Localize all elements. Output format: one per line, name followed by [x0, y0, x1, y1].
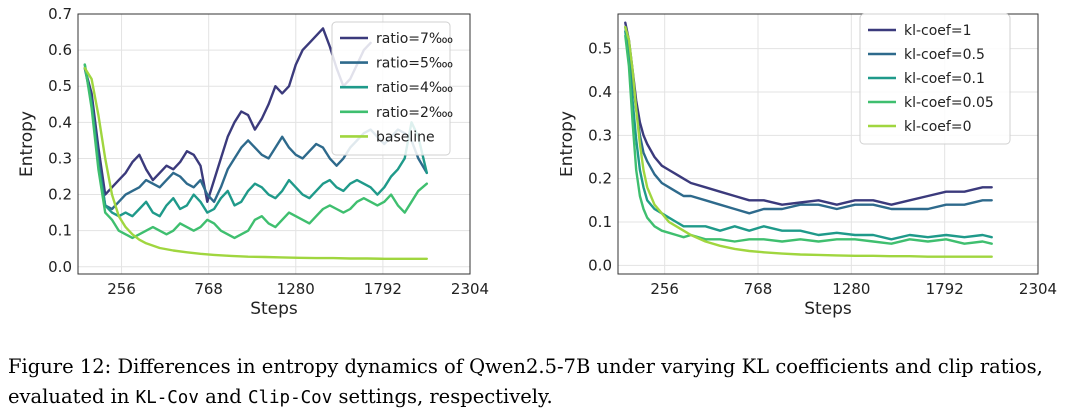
- left-legend-label: ratio=7‱: [376, 31, 453, 47]
- caption-code-kl-cov: KL-Cov: [135, 388, 199, 408]
- right-y-tick-label: 0.2: [588, 170, 612, 188]
- right-series-line-4: [624, 34, 993, 245]
- right-x-tick-label: 1792: [926, 280, 964, 298]
- right-y-tick-label: 0.0: [588, 256, 612, 274]
- caption-text-a: evaluated in: [8, 385, 136, 408]
- right-series-line-3: [624, 30, 993, 241]
- right-x-tick-label: 1280: [832, 280, 870, 298]
- left-x-tick-label: 2304: [451, 280, 489, 298]
- left-y-tick-label: 0.2: [48, 186, 72, 204]
- right-x-tick-label: 256: [650, 280, 679, 298]
- right-legend-label: kl-coef=0.1: [904, 71, 985, 87]
- right-y-tick-label: 0.4: [588, 83, 612, 101]
- right-series-line-1: [624, 21, 993, 206]
- right-legend-label: kl-coef=1: [904, 23, 972, 39]
- left-x-tick-label: 1792: [364, 280, 402, 298]
- left-y-tick-label: 0.3: [48, 149, 72, 167]
- left-x-tick-label: 768: [194, 280, 223, 298]
- right-y-tick-label: 0.3: [588, 126, 612, 144]
- right-y-tick-label: 0.1: [588, 213, 612, 231]
- left-series-line-1: [83, 27, 372, 203]
- caption-line-1: Figure 12: Differences in entropy dynami…: [8, 355, 1043, 378]
- left-series-line-5: [83, 67, 428, 260]
- left-y-tick-label: 0.0: [48, 258, 72, 276]
- right-x-axis-label: Steps: [804, 299, 852, 319]
- right-legend-label: kl-coef=0.5: [904, 47, 985, 63]
- right-x-tick-label: 2304: [1019, 280, 1057, 298]
- left-legend-label: ratio=2‱: [376, 105, 453, 121]
- right-chart-svg: 256 768 1280 1792 2304 0.0 0.1 0.2 0.3 0.4 0.5 Step…: [557, 13, 1057, 319]
- figure-caption: Figure 12: Differences in entropy dynami…: [8, 352, 1068, 413]
- left-x-tick-label: 256: [107, 280, 136, 298]
- caption-text-b: and: [198, 385, 248, 408]
- caption-line-2: evaluated in KL-Cov and Clip-Cov setting…: [8, 382, 1068, 413]
- left-series-line-4: [83, 63, 428, 240]
- right-legend-label: kl-coef=0.05: [904, 95, 994, 111]
- right-y-tick-label: 0.5: [588, 40, 612, 58]
- right-series-line-5: [624, 25, 993, 258]
- left-y-tick-label: 0.5: [48, 77, 72, 95]
- caption-code-clip-cov: Clip-Cov: [247, 388, 333, 408]
- left-series-line-3: [83, 63, 428, 218]
- right-chart: 256 768 1280 1792 2304 0.0 0.1 0.2 0.3 0.4 0.5 Step…: [557, 0, 1060, 320]
- right-series-line-2: [624, 25, 993, 215]
- left-legend-label: baseline: [376, 129, 435, 145]
- left-legend: ratio=7‱ ratio=5‱ ratio=4‱ ratio=2‱ baseline: [331, 21, 453, 156]
- left-legend-label: ratio=4‱: [376, 80, 453, 96]
- left-y-tick-label: 0.4: [48, 113, 72, 131]
- left-y-tick-label: 0.7: [48, 5, 72, 23]
- right-legend-label: kl-coef=0: [904, 119, 972, 135]
- left-y-axis-label: Entropy: [17, 111, 37, 177]
- right-plot-frame: [617, 13, 1039, 275]
- right-y-axis-label: Entropy: [560, 111, 577, 177]
- left-x-tick-label: 1280: [277, 280, 315, 298]
- left-plot-frame: [77, 13, 471, 275]
- right-legend: kl-coef=1 kl-coef=0.5 kl-coef=0.1 kl-coef=0…: [859, 13, 1011, 145]
- left-legend-label: ratio=5‱: [376, 56, 453, 72]
- right-legend-box: [859, 13, 1011, 145]
- left-chart: 256 768 1280 1792 2304 0.0 0.1 0.2 0.3 0.4 0.5 0.6 0…: [0, 0, 540, 320]
- right-x-tick-label: 768: [744, 280, 773, 298]
- left-chart-svg: 256 768 1280 1792 2304 0.0 0.1 0.2 0.3 0.4 0.5 0.6 0…: [17, 5, 489, 319]
- left-x-axis-label: Steps: [250, 299, 298, 319]
- left-y-tick-label: 0.1: [48, 222, 72, 240]
- caption-text-c: settings, respectively.: [332, 385, 553, 408]
- left-y-tick-label: 0.6: [48, 41, 72, 59]
- left-legend-box: [331, 21, 451, 156]
